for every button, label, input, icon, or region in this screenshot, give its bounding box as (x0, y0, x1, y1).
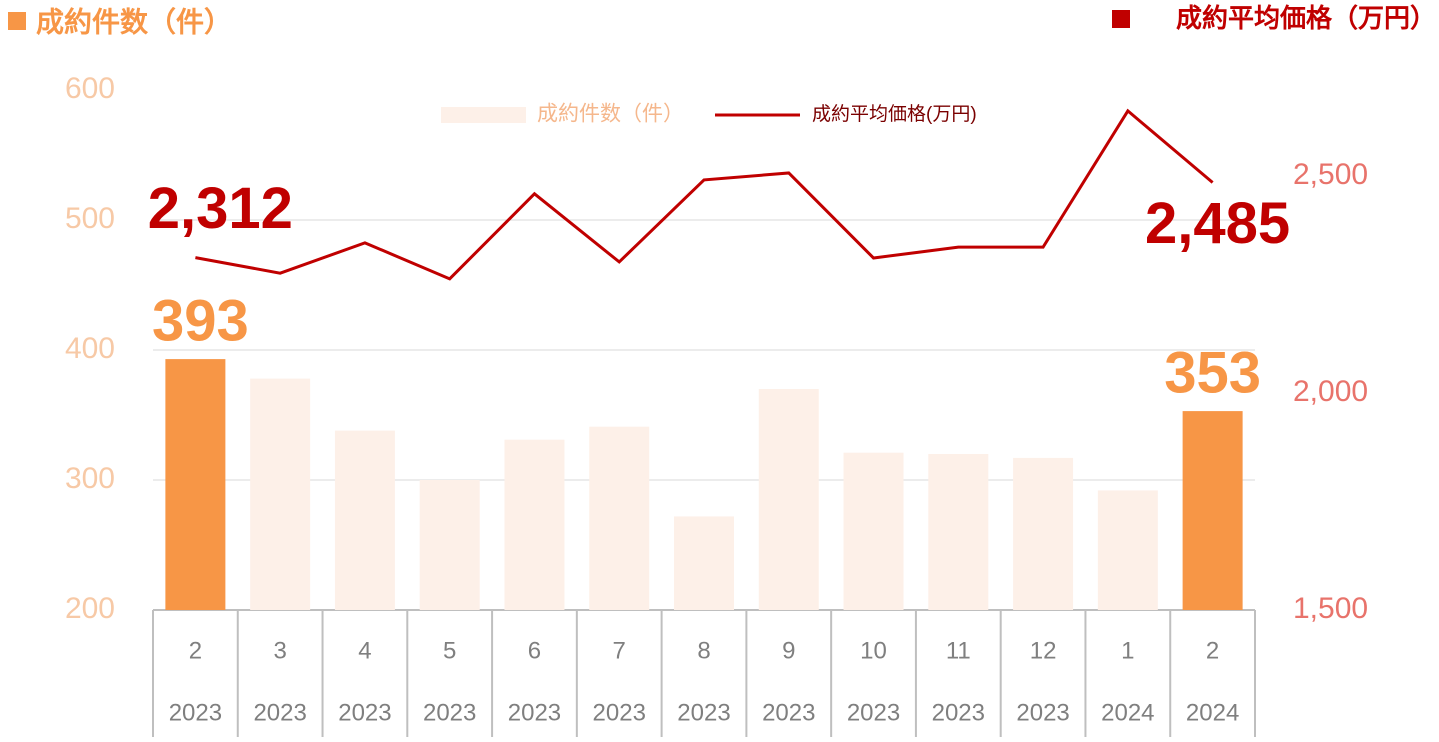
y2-tick-label: 2,000 (1293, 375, 1368, 408)
bar (928, 454, 989, 610)
legend-label: 成約件数（件） (537, 103, 684, 126)
x-year-label: 2023 (338, 699, 391, 726)
x-tick-label: 2 (1206, 637, 1219, 664)
bar (165, 359, 226, 610)
right-title-marker (1112, 10, 1130, 28)
legend-swatch (441, 107, 526, 123)
y2-tick-label: 1,500 (1293, 592, 1368, 625)
line-value-label: 2,312 (148, 176, 293, 241)
x-tick-label: 5 (443, 637, 456, 664)
bar (843, 452, 904, 610)
x-year-label: 2024 (1101, 699, 1154, 726)
bar (334, 430, 395, 610)
x-year-label: 2023 (847, 699, 900, 726)
bar (504, 439, 565, 610)
legend-label: 成約平均価格(万円) (812, 103, 977, 125)
line (195, 108, 1214, 281)
bar-value-label: 353 (1164, 340, 1261, 405)
x-year-label: 2023 (423, 699, 476, 726)
x-tick-label: 11 (946, 637, 971, 664)
y2-tick-label: 2,500 (1293, 158, 1368, 191)
bar-value-label: 393 (152, 288, 249, 353)
bar (589, 426, 650, 610)
x-tick-label: 6 (528, 637, 541, 664)
x-year-label: 2023 (1016, 699, 1069, 726)
y-tick-label: 300 (65, 462, 115, 495)
y-tick-label: 200 (65, 592, 115, 625)
bar (1097, 490, 1158, 610)
x-year-label: 2023 (593, 699, 646, 726)
bar (419, 480, 480, 610)
x-tick-label: 1 (1121, 637, 1134, 664)
right-axis-title: 成約平均価格（万円） (1176, 3, 1436, 33)
x-tick-label: 12 (1030, 637, 1057, 664)
x-tick-label: 3 (273, 637, 286, 664)
line-value-label: 2,485 (1145, 191, 1290, 256)
x-year-label: 2023 (508, 699, 561, 726)
x-year-label: 2023 (677, 699, 730, 726)
x-year-label: 2023 (253, 699, 306, 726)
x-tick-label: 7 (613, 637, 626, 664)
x-tick-label: 8 (697, 637, 710, 664)
x-year-label: 2023 (932, 699, 985, 726)
x-tick-label: 2 (189, 637, 202, 664)
y-tick-label: 400 (65, 332, 115, 365)
x-tick-label: 4 (358, 637, 371, 664)
bar (250, 378, 311, 610)
x-tick-label: 9 (782, 637, 795, 664)
y-tick-label: 600 (65, 72, 115, 105)
y-tick-label: 500 (65, 202, 115, 235)
bar (1013, 457, 1074, 610)
bar (758, 389, 819, 610)
x-tick-label: 10 (860, 637, 887, 664)
x-year-label: 2023 (762, 699, 815, 726)
x-year-label: 2023 (169, 699, 222, 726)
bar (674, 516, 734, 610)
bar (1182, 411, 1243, 610)
left-title-marker (8, 12, 26, 30)
left-axis-title: 成約件数（件） (36, 5, 232, 37)
x-year-label: 2024 (1186, 699, 1239, 726)
